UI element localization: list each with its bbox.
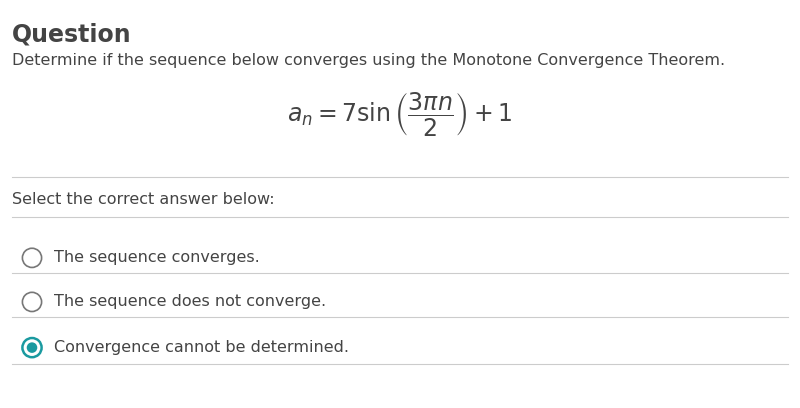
Text: Determine if the sequence below converges using the Monotone Convergence Theorem: Determine if the sequence below converge… [12,53,725,68]
Text: Select the correct answer below:: Select the correct answer below: [12,192,274,207]
Ellipse shape [26,342,38,353]
Text: The sequence converges.: The sequence converges. [54,251,260,265]
Text: The sequence does not converge.: The sequence does not converge. [54,295,326,309]
Text: Convergence cannot be determined.: Convergence cannot be determined. [54,340,350,355]
Text: $a_n = 7 \sin \left( \dfrac{3\pi n}{2} \right) + 1$: $a_n = 7 \sin \left( \dfrac{3\pi n}{2} \… [287,90,513,138]
Text: Question: Question [12,22,132,47]
